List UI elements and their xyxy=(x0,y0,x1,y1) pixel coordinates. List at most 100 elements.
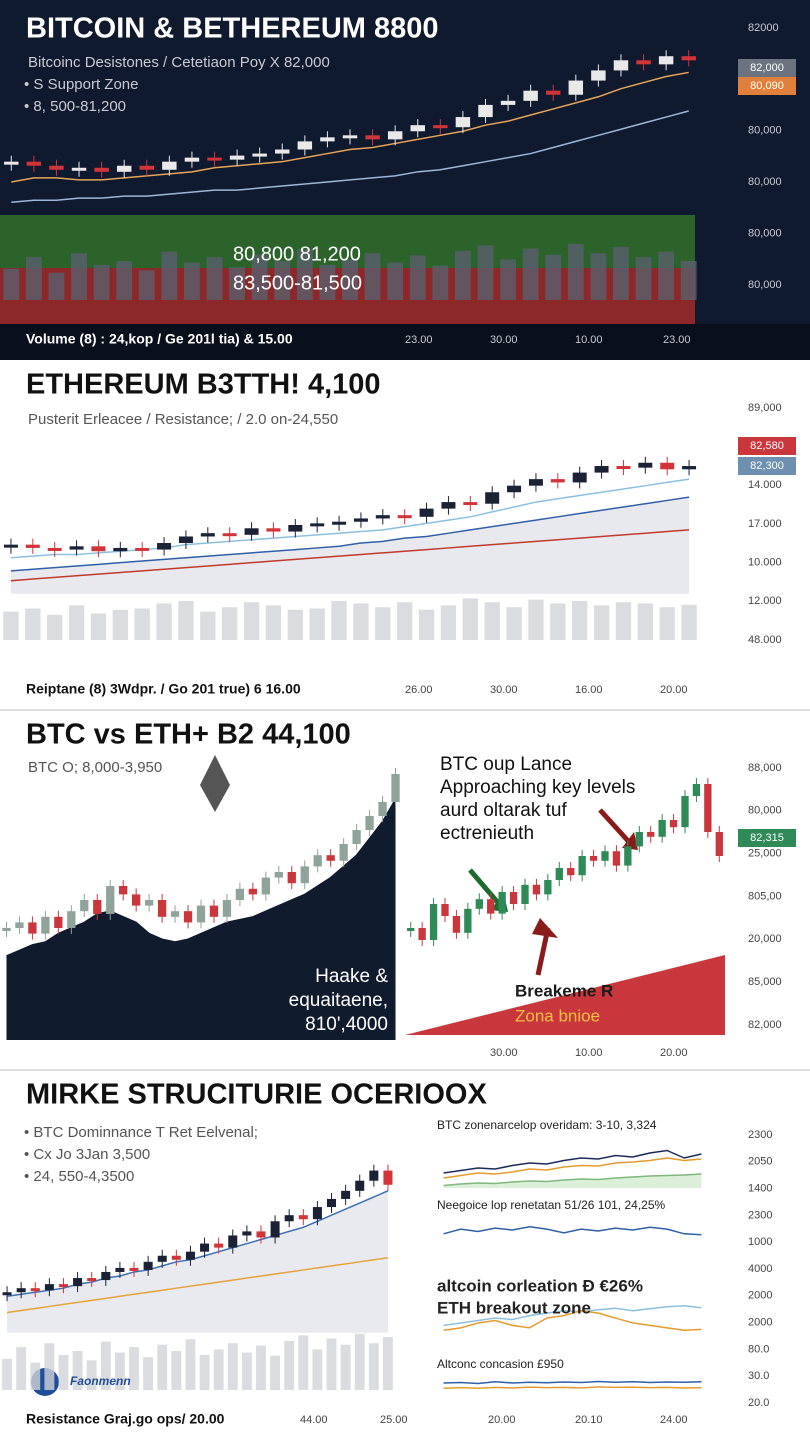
candle xyxy=(636,60,651,65)
y-tick-label: 4000 xyxy=(748,1263,772,1275)
y-tick-label: 80,000 xyxy=(748,176,782,188)
area xyxy=(10,497,690,594)
candle xyxy=(242,1231,252,1236)
zone-label: 80,800 81,200 xyxy=(233,243,361,265)
volume-bar xyxy=(613,246,629,300)
candle xyxy=(613,60,629,71)
zone-wedge xyxy=(405,955,725,1035)
volume-bar xyxy=(567,243,584,300)
bullet: • S Support Zone xyxy=(24,76,139,93)
candle xyxy=(704,784,712,832)
candle xyxy=(261,877,270,895)
volume-bar xyxy=(227,1343,238,1390)
volume-bar xyxy=(383,1336,393,1390)
volume-bar xyxy=(368,1343,379,1390)
candle xyxy=(638,462,653,468)
line xyxy=(11,71,689,183)
y-tick-label: 2000 xyxy=(748,1290,772,1302)
candle xyxy=(487,899,495,914)
volume-bar xyxy=(287,609,303,640)
candle xyxy=(129,1267,139,1271)
volume-bar xyxy=(30,1362,41,1390)
annotation: Haake & xyxy=(315,966,388,987)
candle xyxy=(312,1207,322,1220)
candle xyxy=(383,1170,393,1185)
volume-bar xyxy=(199,1354,210,1390)
volume-bar xyxy=(178,600,194,640)
volume-bar xyxy=(72,1351,83,1390)
candle xyxy=(157,543,172,550)
y-tick-label: 1400 xyxy=(748,1183,772,1195)
candle xyxy=(544,880,552,895)
volume-bar xyxy=(593,605,610,640)
candle xyxy=(326,855,335,861)
area xyxy=(7,1190,388,1333)
candle xyxy=(433,125,448,129)
volume-bar xyxy=(309,608,325,640)
candle xyxy=(616,466,631,470)
panel-title: ETHEREUM B3TTH! 4,100 xyxy=(26,369,381,401)
volume-bar xyxy=(93,264,110,300)
volume-bar xyxy=(116,261,133,300)
x-tick-label: 25.00 xyxy=(380,1414,408,1426)
candle xyxy=(500,100,516,105)
volume-bar xyxy=(387,262,404,300)
candle xyxy=(327,1198,337,1208)
line xyxy=(6,1190,389,1298)
volume-bar xyxy=(222,607,238,640)
candle xyxy=(222,533,237,537)
x-tick-label: 10.00 xyxy=(575,334,603,346)
subtitle: Pusterit Erleacee / Resistance; / 2.0 on… xyxy=(28,411,338,428)
line xyxy=(443,1157,702,1179)
candle xyxy=(214,1243,224,1248)
candle xyxy=(69,546,84,550)
eth-logo xyxy=(200,755,230,812)
candle xyxy=(2,928,11,931)
y-tick-label: 2300 xyxy=(748,1129,772,1141)
candle xyxy=(320,137,335,142)
arrow xyxy=(468,868,502,907)
y-tick-label: 20.0 xyxy=(748,1397,769,1409)
candle xyxy=(339,844,348,861)
volume-bar xyxy=(572,600,588,640)
y-tick-label: 805,00 xyxy=(748,890,782,902)
volume-bar xyxy=(2,1358,12,1390)
panel-title: BTC vs ETH+ B2 44,100 xyxy=(26,719,351,751)
candle xyxy=(332,521,347,525)
candle xyxy=(209,905,219,917)
candle xyxy=(67,911,76,928)
volume-bar xyxy=(200,611,216,640)
volume-bar xyxy=(274,261,291,300)
line xyxy=(10,529,690,582)
candle xyxy=(15,922,24,928)
candle xyxy=(171,1255,181,1260)
candle xyxy=(222,900,232,917)
candle xyxy=(28,922,37,934)
candle xyxy=(660,462,675,470)
volume-bar xyxy=(3,611,19,640)
candle xyxy=(135,547,150,551)
volume-bar xyxy=(184,262,200,300)
candle xyxy=(572,472,587,483)
x-tick-label: 26.00 xyxy=(405,684,433,696)
x-tick-label: 24.00 xyxy=(660,1414,688,1426)
subtitle: BTC O; 8,000-3,950 xyxy=(28,759,162,776)
candle xyxy=(419,508,434,517)
candle xyxy=(200,533,215,537)
volume-bar xyxy=(171,1351,182,1390)
x-tick-label: 30.00 xyxy=(490,684,518,696)
candle xyxy=(498,892,506,914)
volume-bar xyxy=(86,1360,97,1390)
volume-bar xyxy=(256,1345,266,1390)
candle xyxy=(71,167,87,171)
line xyxy=(443,1309,702,1332)
candle xyxy=(288,525,303,532)
x-tick-label: 20.00 xyxy=(488,1414,516,1426)
candle xyxy=(132,894,141,906)
y-tick-label: 17.000 xyxy=(748,518,782,530)
area xyxy=(6,799,396,1040)
candle xyxy=(369,1170,379,1181)
mini-title: BTC zonenarcelop overidam: 3-10, 3,324 xyxy=(437,1118,657,1132)
volume-bar xyxy=(298,1335,309,1390)
volume-bar xyxy=(637,603,653,640)
